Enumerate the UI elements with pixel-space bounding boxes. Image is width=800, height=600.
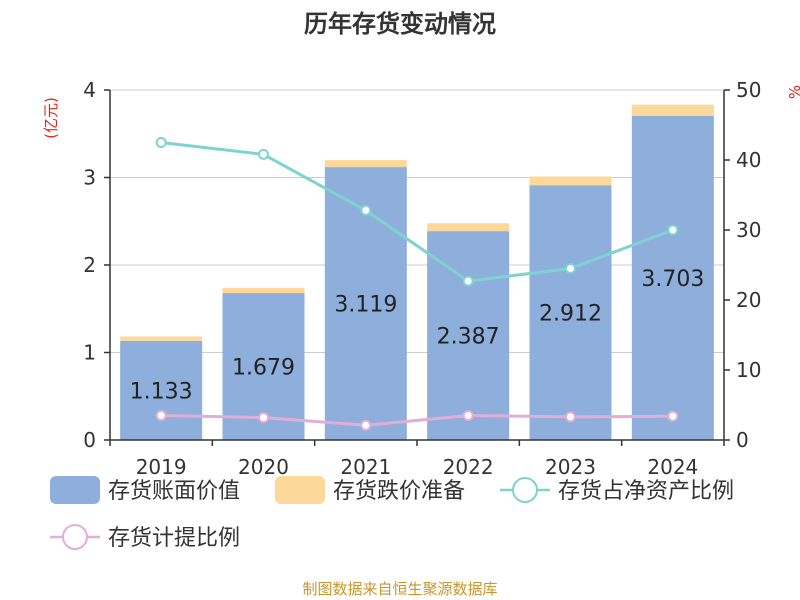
legend-marker [512, 477, 538, 503]
bar-impairment [120, 336, 203, 341]
bars: 1.133 1.679 3.119 2.387 2.912 3.703 [120, 104, 714, 441]
line-point [258, 412, 269, 424]
line-point [258, 148, 269, 160]
line-point [462, 410, 474, 421]
right-tick-label: 30 [736, 218, 761, 242]
left-tick-label: 2 [83, 253, 96, 277]
bar-book-value [120, 340, 203, 440]
left-tick-label: 3 [83, 166, 96, 190]
bar-impairment [324, 160, 407, 168]
chart-title: 历年存货变动情况 [304, 10, 496, 38]
x-tick-label: 2019 [136, 455, 187, 479]
line-point [360, 204, 372, 216]
line-point [360, 419, 372, 431]
left-tick-label: 0 [83, 428, 96, 452]
x-tick-label: 2024 [647, 455, 698, 479]
right-tick-label: 50 [736, 78, 761, 102]
source-note: 制图数据来自恒生聚源数据库 [302, 580, 497, 598]
line-point [462, 275, 474, 287]
left-axis-label: (亿元) [42, 97, 60, 139]
right-tick-label: 10 [736, 358, 761, 382]
bar-data-label: 2.387 [437, 325, 500, 350]
legend-label: 存货占净资产比例 [558, 479, 734, 504]
bar-impairment [529, 176, 612, 186]
bar-impairment [631, 104, 714, 116]
bar-impairment [427, 223, 510, 232]
bar-data-label: 3.119 [334, 293, 397, 318]
legend-label: 存货账面价值 [108, 479, 240, 504]
lines [155, 137, 679, 431]
bar-book-value [529, 185, 612, 440]
line-point [155, 410, 167, 421]
line-net-asset-ratio [160, 141, 674, 283]
bar-data-label: 3.703 [641, 267, 704, 292]
legend-label: 存货跌价准备 [333, 479, 465, 504]
bar-data-label: 1.133 [130, 379, 193, 404]
line-point [667, 410, 679, 422]
gridlines [110, 89, 724, 353]
line-point [565, 263, 576, 274]
bar-data-label: 2.912 [539, 302, 602, 327]
x-tick-label: 2023 [545, 455, 596, 479]
right-tick-label: 40 [736, 148, 761, 172]
left-tick-label: 4 [83, 78, 96, 102]
legend-marker [62, 524, 88, 550]
right-tick-label: 0 [736, 428, 749, 452]
right-tick-label: 20 [736, 288, 761, 312]
left-tick-label: 1 [83, 341, 96, 365]
x-tick-label: 2022 [443, 455, 494, 479]
right-axis-label: % [786, 85, 800, 99]
line-point [667, 224, 679, 236]
legend-label: 存货计提比例 [108, 526, 240, 551]
bar-book-value [427, 231, 510, 440]
bar-impairment [222, 287, 305, 294]
bar-data-label: 1.679 [232, 356, 295, 381]
line-point [155, 137, 167, 148]
line-point [565, 411, 576, 423]
legend-swatch [50, 476, 100, 504]
bar-book-value [631, 115, 714, 441]
line-provision-ratio [161, 413, 673, 427]
x-tick-label: 2020 [238, 455, 289, 479]
x-tick-label: 2021 [340, 455, 391, 479]
legend-swatch [275, 476, 325, 504]
